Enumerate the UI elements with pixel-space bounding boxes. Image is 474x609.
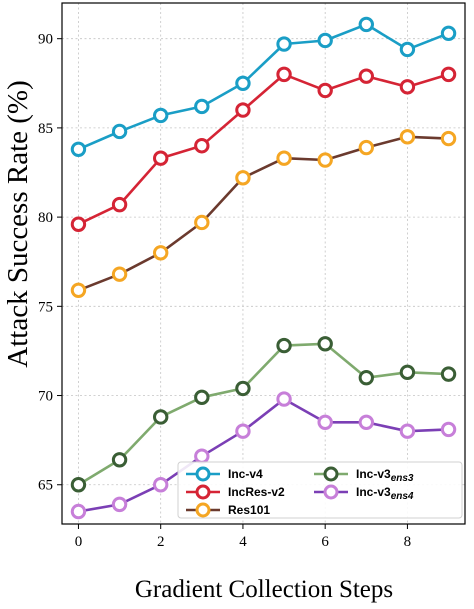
- data-point-s2-3: [194, 138, 210, 154]
- data-point-s5-3: [194, 448, 210, 464]
- data-point-s2-0: [70, 216, 87, 232]
- data-point-s3-3: [194, 214, 210, 231]
- data-point-s1-2: [152, 107, 169, 124]
- data-point-s3-8: [399, 129, 416, 145]
- data-point-s2-7: [358, 68, 375, 84]
- data-point-s2-9: [440, 66, 457, 83]
- data-point-s5-8: [399, 423, 416, 439]
- data-point-s5-5: [276, 391, 292, 407]
- series-line-5: [78, 397, 449, 513]
- legend-marker-5: [323, 484, 339, 500]
- legend-marker-4: [323, 466, 339, 482]
- data-point-s3-1: [111, 266, 128, 282]
- data-point-s5-6: [317, 414, 333, 430]
- data-point-s1-9: [440, 25, 457, 42]
- data-point-s2-4: [235, 102, 251, 118]
- legend-label-1: Inc-v4: [228, 467, 263, 481]
- data-point-s4-7: [358, 369, 375, 386]
- series-line-1: [77, 23, 450, 151]
- y-tick-label: 75: [38, 299, 53, 315]
- data-point-s3-9: [440, 130, 457, 147]
- data-point-s1-4: [235, 75, 251, 91]
- data-point-s3-5: [276, 150, 292, 166]
- data-point-s1-6: [317, 32, 333, 49]
- legend-label-3: Res101: [228, 503, 270, 517]
- y-tick-label: 65: [38, 478, 53, 494]
- data-point-s4-1: [111, 452, 128, 468]
- data-point-s2-5: [276, 66, 292, 83]
- legend-label-5: Inc-v3ens4: [356, 485, 414, 502]
- data-point-s3-6: [317, 152, 333, 168]
- x-tick-label: 8: [404, 534, 412, 550]
- data-point-s5-4: [235, 423, 251, 439]
- series-line-2: [77, 73, 449, 226]
- legend-marker-3: [195, 502, 211, 518]
- x-axis-title: Gradient Collection Steps: [135, 576, 393, 603]
- data-point-s4-8: [399, 364, 416, 381]
- data-point-s1-0: [70, 141, 87, 158]
- data-point-s2-6: [317, 82, 333, 99]
- x-tick-label: 4: [239, 534, 247, 550]
- data-point-s1-5: [276, 36, 292, 52]
- data-point-s4-3: [194, 389, 210, 406]
- data-point-s3-0: [70, 282, 87, 298]
- data-point-s4-6: [317, 336, 333, 352]
- y-tick-label: 90: [38, 32, 53, 48]
- x-tick-label: 2: [157, 534, 165, 550]
- data-point-s5-0: [70, 503, 87, 520]
- legend-label-4: Inc-v3ens3: [356, 467, 414, 484]
- series-lines: [77, 23, 450, 513]
- data-point-s4-4: [235, 380, 251, 397]
- data-point-s4-5: [276, 337, 292, 354]
- data-point-s5-9: [440, 421, 457, 438]
- plot-frame: [61, 2, 466, 525]
- series-markers: [70, 16, 457, 520]
- legend-label-2: IncRes-v2: [228, 485, 285, 499]
- data-point-s4-0: [70, 477, 87, 493]
- y-tick-label: 85: [38, 121, 53, 137]
- data-point-s5-1: [111, 496, 128, 513]
- legend-marker-2: [195, 484, 211, 500]
- data-point-s5-7: [358, 414, 375, 430]
- y-axis-title: Attack Success Rate (%): [2, 80, 34, 367]
- x-tick-label: 0: [75, 534, 83, 550]
- y-tick-label: 80: [38, 210, 53, 226]
- data-point-s3-7: [358, 139, 375, 156]
- legend-marker-1: [195, 466, 211, 482]
- data-point-s3-4: [235, 170, 251, 186]
- data-point-s1-1: [111, 123, 128, 140]
- data-point-s2-8: [399, 79, 416, 95]
- data-point-s4-2: [152, 409, 169, 425]
- data-point-s5-2: [152, 477, 169, 493]
- legend-box: [177, 461, 463, 519]
- series-line-4: [77, 342, 449, 486]
- x-tick-label: 6: [321, 534, 329, 550]
- axis-ticks: 0 2 4 6 8 65 70 75 80 85 90: [38, 32, 411, 550]
- data-point-s3-2: [152, 245, 169, 261]
- legend: Inc-v4 IncRes-v2 Res101 Inc-v3ens3Inc-v3ens…: [177, 461, 463, 519]
- data-point-s4-9: [440, 366, 457, 382]
- data-point-s1-7: [358, 16, 375, 33]
- data-point-s2-2: [152, 150, 169, 166]
- data-point-s1-8: [399, 41, 416, 58]
- series-line-3: [77, 135, 449, 292]
- data-point-s2-1: [111, 196, 128, 213]
- y-tick-label: 70: [38, 389, 53, 405]
- data-point-s1-3: [194, 98, 210, 115]
